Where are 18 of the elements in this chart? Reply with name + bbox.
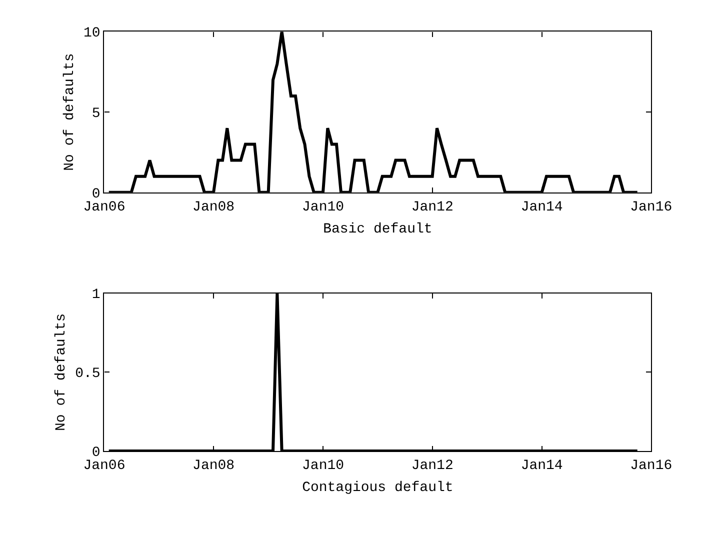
x-axis-title: Contagious default: [302, 480, 454, 496]
x-tick-label: Jan12: [411, 199, 454, 216]
x-tick-label: Jan14: [520, 458, 563, 474]
y-tick-label: 5: [92, 106, 100, 122]
y-tick-label: 1: [92, 287, 100, 304]
x-tick-label: Jan16: [630, 199, 672, 216]
x-tick-label: Jan10: [302, 458, 344, 474]
y-tick-label: 10: [84, 26, 100, 42]
x-tick-label: Jan12: [411, 458, 454, 474]
y-axis-title: No of defaults: [62, 53, 78, 171]
x-axis-title: Basic default: [323, 222, 432, 238]
x-tick-label: Jan14: [520, 199, 563, 216]
x-tick-label: Jan08: [192, 458, 235, 474]
y-axis-title: No of defaults: [54, 313, 70, 431]
y-tick-label: 0.5: [75, 366, 100, 382]
x-tick-label: Jan10: [302, 199, 344, 216]
x-tick-label: Jan16: [630, 458, 672, 474]
x-tick-label: Jan08: [192, 199, 235, 216]
